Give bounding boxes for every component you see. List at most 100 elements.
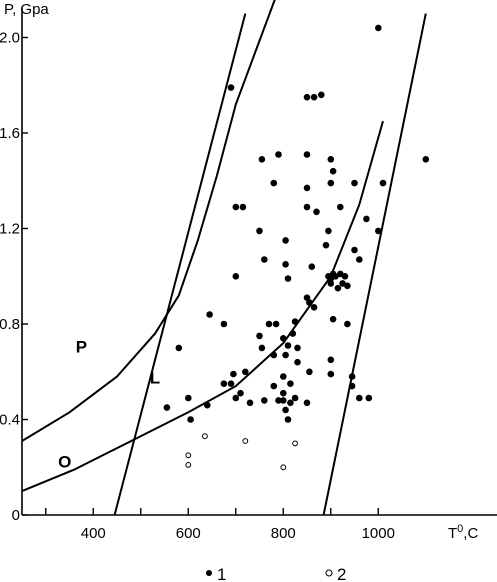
data-point-filled: [282, 237, 289, 244]
data-point-filled: [379, 179, 387, 187]
axes: [21, 8, 497, 516]
legend-marker-open: [325, 569, 333, 577]
x-tick-label: 800: [271, 525, 296, 542]
data-point-filled: [291, 394, 299, 402]
data-point-filled: [310, 93, 318, 101]
data-point-filled: [220, 320, 228, 328]
data-point-filled: [282, 261, 289, 268]
data-point-filled: [280, 389, 287, 397]
legend-label-1: 1: [217, 565, 226, 582]
data-point-filled: [261, 397, 268, 404]
data-point-filled: [284, 275, 292, 282]
data-point-filled: [344, 320, 351, 328]
data-point-filled: [329, 315, 337, 323]
data-point-filled: [351, 246, 358, 254]
data-point-filled: [294, 344, 301, 352]
data-point-filled: [327, 370, 335, 378]
data-point-filled: [291, 318, 299, 325]
data-point-filled: [287, 399, 294, 407]
curve-label-p: P: [76, 338, 87, 357]
data-point-filled: [303, 93, 311, 101]
y-axis-title: P, Gpa: [4, 1, 49, 18]
data-point-filled: [363, 215, 370, 223]
y-tick-label: 2.0: [0, 30, 20, 47]
curve-p: [21, 0, 276, 442]
data-point-filled: [327, 280, 335, 287]
data-point-filled: [356, 394, 363, 402]
data-point-filled: [239, 203, 247, 211]
data-point-filled: [341, 273, 349, 280]
x-ticks: 400 600 800 1000: [45, 508, 395, 542]
data-point-filled: [242, 368, 249, 376]
y-tick-label: 0.4: [0, 412, 20, 429]
x-axis-title-unit: ,C: [463, 525, 478, 542]
data-point-open: [292, 440, 299, 447]
data-point-filled: [351, 179, 358, 187]
curve-labels: P L O: [58, 338, 160, 472]
data-point-filled: [237, 389, 244, 397]
data-point-filled: [344, 282, 351, 290]
data-point-open: [280, 464, 287, 471]
x-axis-title-main: T: [448, 525, 457, 542]
data-point-open: [185, 462, 192, 468]
data-point-filled: [303, 203, 311, 211]
data-point-filled: [375, 227, 382, 235]
data-point-filled: [270, 351, 278, 359]
data-point-filled: [175, 344, 183, 352]
data-point-filled: [187, 416, 194, 423]
curves: [21, 0, 427, 516]
data-point-filled: [280, 373, 287, 380]
y-tick-label: 0.8: [0, 316, 20, 333]
data-point-filled: [284, 342, 292, 349]
data-point-filled: [280, 397, 287, 404]
data-point-filled: [256, 227, 263, 235]
data-point-filled: [275, 151, 282, 158]
data-point-filled: [227, 84, 235, 91]
curve-label-o: O: [58, 452, 71, 471]
data-point-filled: [246, 399, 254, 407]
legend-marker-filled: [206, 570, 212, 576]
data-point-filled: [258, 344, 266, 352]
data-point-open: [185, 452, 192, 459]
data-point-filled: [270, 382, 278, 390]
x-tick-label: 1000: [362, 525, 395, 542]
data-point-filled: [327, 356, 335, 364]
data-point-filled: [280, 335, 287, 342]
data-point-filled: [306, 299, 313, 306]
data-point-filled: [232, 203, 240, 211]
data-point-filled: [365, 394, 373, 402]
curve-o: [21, 120, 384, 493]
data-point-filled: [322, 241, 330, 249]
data-point-filled: [204, 401, 211, 409]
data-point-filled: [318, 91, 325, 99]
data-point-filled: [325, 227, 332, 235]
data-point-filled: [284, 416, 292, 423]
x-axis-title: T0,C: [448, 523, 478, 542]
data-point-filled: [275, 397, 282, 404]
data-point-filled: [261, 256, 268, 263]
data-point-filled: [308, 263, 316, 271]
data-point-filled: [327, 156, 335, 163]
data-point-filled: [270, 179, 278, 187]
data-point-filled: [375, 24, 382, 32]
data-point-filled: [337, 203, 344, 211]
data-point-filled: [232, 273, 240, 280]
legend-label-2: 2: [337, 565, 346, 582]
y-ticks: 0 0.4 0.8 1.2 1.6 2.0: [0, 30, 28, 524]
x-tick-label: 400: [81, 525, 106, 542]
x-tick-label: 600: [176, 525, 201, 542]
data-point-filled: [313, 208, 320, 216]
data-point-filled: [303, 399, 311, 407]
data-point-filled: [289, 330, 297, 337]
data-point-filled: [230, 370, 237, 378]
x-axis-title-superscript: 0: [457, 523, 463, 535]
y-tick-label: 1.6: [0, 125, 20, 142]
data-point-filled: [287, 380, 294, 388]
data-point-filled: [310, 304, 318, 311]
data-point-filled: [232, 394, 240, 402]
data-point-filled: [265, 320, 273, 328]
data-point-filled: [294, 358, 301, 366]
data-point-filled: [329, 167, 337, 175]
data-point-filled: [272, 320, 280, 328]
